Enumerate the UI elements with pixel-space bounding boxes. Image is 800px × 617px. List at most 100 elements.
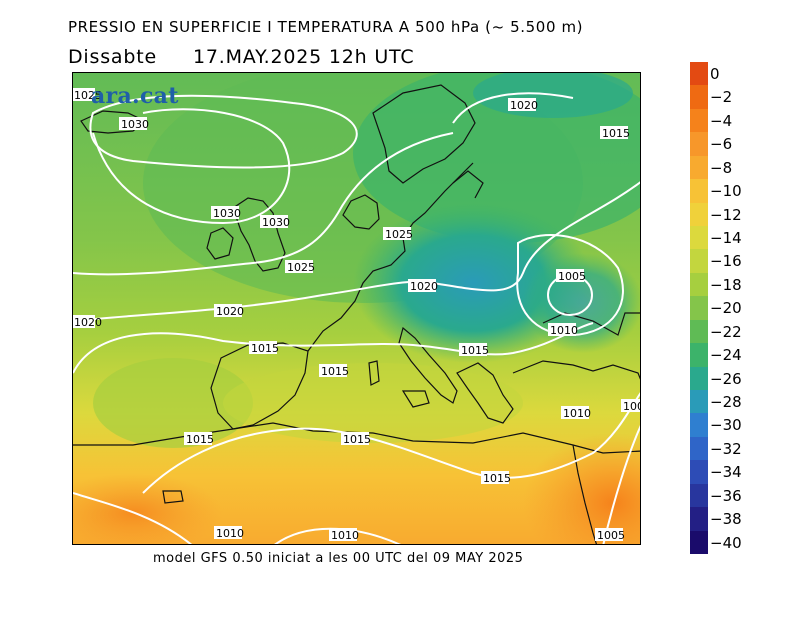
coast-denmark	[342, 194, 380, 230]
scale-tick-label: −22	[710, 322, 742, 341]
isobar-label: 1015	[341, 432, 371, 446]
isobar-label: 1015	[249, 341, 279, 355]
svg-text:1025: 1025	[287, 261, 315, 274]
svg-text:1005: 1005	[597, 529, 625, 542]
scale-swatch	[690, 436, 708, 461]
scale-swatch	[690, 226, 708, 250]
isobar-label: 1020	[73, 315, 102, 329]
temperature-color-scale	[690, 62, 710, 555]
isobar-1020-north	[452, 92, 574, 124]
scale-tick-label: −38	[710, 510, 742, 529]
coast-red-sea	[572, 444, 598, 544]
scale-swatch	[690, 296, 708, 321]
isobar-label: 1010	[561, 406, 591, 420]
scale-swatch	[690, 460, 708, 485]
scale-tick-label: −24	[710, 346, 742, 365]
scale-tick-label: −28	[710, 393, 742, 411]
scale-swatch	[690, 530, 708, 555]
scale-swatch	[690, 507, 708, 532]
isobar-label: 1015	[319, 364, 349, 378]
isobar-label: 1020	[214, 304, 244, 318]
coast-black-sea	[542, 312, 640, 336]
isobar-labels: 1025 1030 1020 1015 1030 1030 1025 1025 …	[73, 88, 640, 542]
svg-text:1015: 1015	[321, 365, 349, 378]
scale-tick-label: −20	[710, 299, 742, 318]
isobar-1025	[73, 132, 454, 276]
isobar-label: 1025	[285, 260, 315, 274]
svg-text:1020: 1020	[510, 99, 538, 112]
scale-tick-label: −26	[710, 369, 742, 388]
scale-tick-label: −8	[710, 158, 733, 177]
isobar-label: 1015	[481, 471, 511, 485]
chart-title: PRESSIO EN SUPERFICIE I TEMPERATURA A 50…	[68, 18, 584, 36]
coast-france-germany	[307, 162, 474, 352]
coast-turkey	[512, 360, 640, 380]
svg-text:1010: 1010	[216, 527, 244, 540]
scale-tick-label: −30	[710, 416, 742, 435]
svg-text:1020: 1020	[216, 305, 244, 318]
isobar-label: 1010	[548, 323, 578, 337]
model-info: model GFS 0.50 iniciat a les 00 UTC del …	[153, 551, 524, 566]
isobar-label: 1010	[329, 528, 359, 542]
isobar-1015	[73, 322, 594, 374]
scale-tick-label: −36	[710, 486, 742, 505]
isobar-label: 1030	[260, 215, 290, 229]
scale-swatch	[690, 62, 708, 86]
scale-swatch	[690, 202, 708, 227]
coast-sardinia	[368, 360, 380, 386]
scale-tick-label: −10	[710, 182, 742, 201]
isobar-label: 1015	[184, 432, 214, 446]
forecast-datetime: 17.MAY.2025 12h UTC	[192, 46, 415, 68]
scale-swatch	[690, 413, 708, 438]
forecast-date: Dissabte 17.MAY.2025 12h UTC	[68, 46, 414, 68]
temp-zone-mediterranean	[223, 363, 523, 443]
svg-text:1015: 1015	[483, 472, 511, 485]
isobar-label: 1025	[73, 88, 102, 102]
coast-balkans	[456, 362, 514, 424]
isobar-1010-sw	[73, 492, 193, 544]
scale-swatch	[690, 319, 708, 344]
svg-text:1015: 1015	[343, 433, 371, 446]
scale-swatch	[690, 108, 708, 133]
weather-map: 1025 1030 1020 1015 1030 1030 1025 1025 …	[72, 72, 641, 545]
brand-logo: ara.cat	[91, 83, 179, 109]
scale-tick-label: −14	[710, 229, 742, 247]
svg-text:1005: 1005	[558, 270, 586, 283]
scale-tick-label: −32	[710, 439, 742, 458]
scale-swatch	[690, 85, 708, 110]
svg-text:1010: 1010	[563, 407, 591, 420]
scale-tick-label: −12	[710, 205, 742, 224]
scale-swatch	[690, 483, 708, 508]
svg-text:1015: 1015	[461, 344, 489, 357]
svg-text:1015: 1015	[251, 342, 279, 355]
scale-swatch	[690, 343, 708, 368]
scale-tick-label: −18	[710, 275, 742, 294]
scale-swatch	[690, 155, 708, 180]
isobar-1010-low	[516, 234, 624, 337]
scale-tick-label: −4	[710, 111, 733, 130]
svg-text:1025: 1025	[385, 228, 413, 241]
isobar-label: 1025	[383, 227, 413, 241]
scale-tick-label: −2	[710, 88, 733, 107]
scale-tick-label: 0	[710, 65, 720, 83]
forecast-day: Dissabte	[68, 46, 157, 68]
svg-text:1025: 1025	[74, 89, 102, 102]
scale-swatch	[690, 179, 708, 204]
svg-text:1020: 1020	[74, 316, 102, 329]
isobar-label: 1005	[595, 528, 625, 542]
coast-sicily	[401, 390, 430, 408]
warm-zone-southwest	[73, 473, 223, 544]
scale-tick-label: −16	[710, 252, 742, 271]
coast-baltic	[452, 170, 484, 199]
scale-tick-label: −40	[710, 533, 742, 552]
coast-canaries	[162, 490, 184, 504]
coast-ireland	[206, 227, 234, 260]
scale-tick-label: −6	[710, 135, 733, 154]
svg-text:1010: 1010	[550, 324, 578, 337]
isobar-1015-south	[142, 392, 640, 494]
coast-scandinavia	[372, 84, 476, 184]
map-canvas: 1025 1030 1020 1015 1030 1030 1025 1025 …	[73, 73, 640, 544]
isobar-label: 1020	[408, 279, 438, 293]
svg-text:1030: 1030	[262, 216, 290, 229]
isobar-label: 1015	[459, 343, 489, 357]
